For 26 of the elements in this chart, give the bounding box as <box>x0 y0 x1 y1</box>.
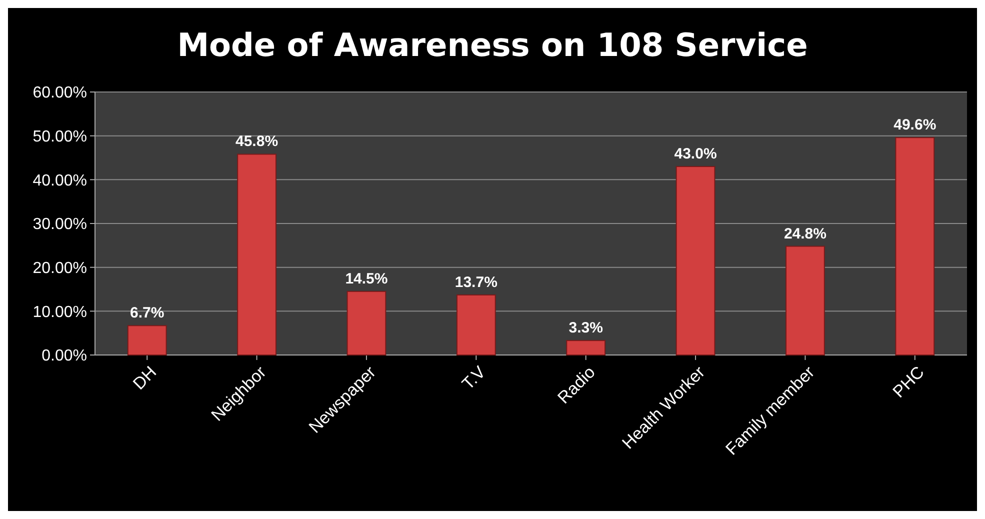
data-label: 43.0% <box>674 146 717 163</box>
y-tick-label: 30.00% <box>32 216 87 234</box>
bar <box>676 166 716 356</box>
y-tick-label: 50.00% <box>32 128 87 146</box>
data-label: 45.8% <box>236 133 278 150</box>
data-label: 24.8% <box>784 225 826 242</box>
y-tick-label: 0.00% <box>42 348 87 365</box>
x-tick-label: DH <box>129 362 160 394</box>
data-label: 13.7% <box>454 274 498 291</box>
y-tick-label: 20.00% <box>32 260 87 277</box>
bar <box>237 154 276 356</box>
data-label: 49.6% <box>894 116 936 134</box>
chart-title: Mode of Awareness on 108 Service <box>177 26 808 64</box>
bar <box>566 340 606 356</box>
bar <box>786 246 825 356</box>
data-label: 6.7% <box>130 304 164 322</box>
y-tick-label: 60.00% <box>32 84 87 102</box>
bar <box>127 325 167 356</box>
bar <box>346 290 386 356</box>
bar <box>456 294 496 356</box>
data-label: 14.5% <box>345 270 388 288</box>
y-tick-label: 40.00% <box>32 172 87 190</box>
x-tick-label: T.V <box>458 362 490 394</box>
data-label: 3.3% <box>568 320 603 337</box>
bar <box>895 137 935 356</box>
y-tick-label: 10.00% <box>32 304 87 321</box>
